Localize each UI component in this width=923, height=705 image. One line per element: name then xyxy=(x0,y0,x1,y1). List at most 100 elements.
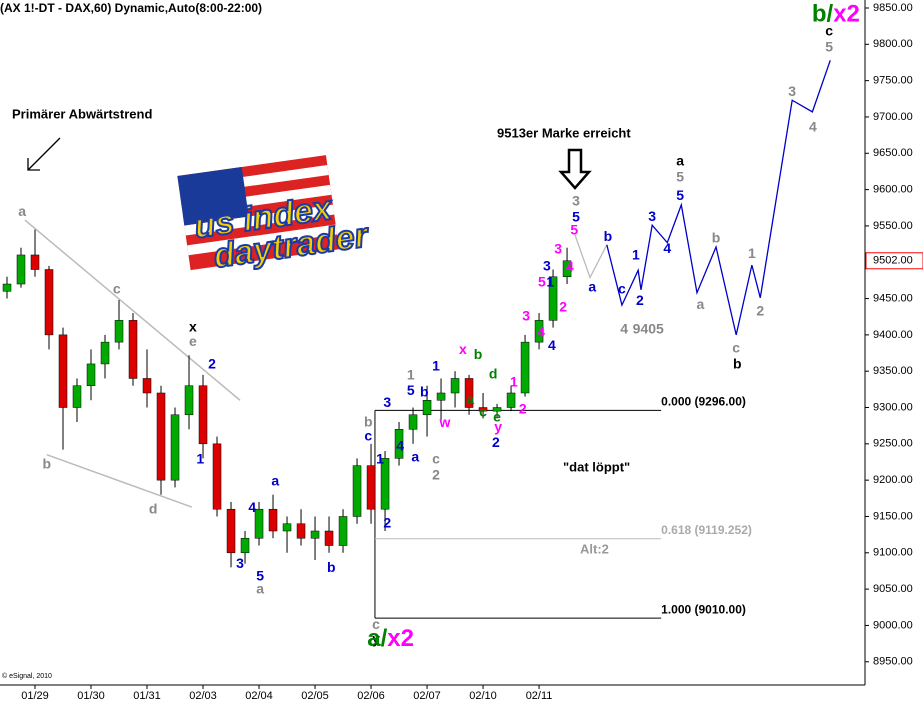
wave-label: 3 xyxy=(522,307,530,323)
wave-label: a xyxy=(18,203,26,219)
candle-body xyxy=(128,320,138,379)
wave-label: 2 xyxy=(519,400,527,416)
wave-label: 2 xyxy=(383,514,391,530)
candle-body xyxy=(436,392,446,401)
candle-body xyxy=(72,385,82,408)
fib-label: 0.000 (9296.00) xyxy=(661,395,746,409)
candle-body xyxy=(156,392,166,481)
wave-label: d xyxy=(149,501,158,517)
y-tick-label: 9200.00 xyxy=(873,474,913,486)
wave-label: 3 xyxy=(383,394,391,410)
wave-label: e xyxy=(493,408,501,424)
wave-label: b xyxy=(604,228,613,244)
candle-body xyxy=(296,523,306,539)
y-tick-label: 9350.00 xyxy=(873,365,913,377)
wave-label: c xyxy=(825,23,833,39)
compound-part: / xyxy=(381,625,388,652)
wave-label: 1 xyxy=(748,245,756,261)
wave-label: 1 xyxy=(632,246,640,262)
y-tick-label: 9550.00 xyxy=(873,220,913,232)
wave-label: 5 xyxy=(676,169,684,185)
candle-body xyxy=(534,320,544,343)
x-tick-label: 02/05 xyxy=(301,690,329,702)
y-tick-label: 9150.00 xyxy=(873,510,913,522)
candle-body xyxy=(170,414,180,481)
candle-body xyxy=(254,508,264,539)
candle-body xyxy=(478,407,488,412)
y-tick-label: 8950.00 xyxy=(873,656,913,668)
compound-part: x2 xyxy=(833,1,860,28)
wave-label: 3 xyxy=(554,241,562,257)
logo-stripe xyxy=(184,204,335,236)
wave-label: c xyxy=(479,403,487,419)
wave-label: c xyxy=(113,281,121,297)
candle-body xyxy=(44,269,54,336)
wave-label: 5 xyxy=(676,187,684,203)
candle-body xyxy=(338,516,348,546)
wave-label: 5 xyxy=(407,382,415,398)
candle-body xyxy=(268,508,278,532)
alt-note: Alt:2 xyxy=(580,541,609,556)
arrow-head xyxy=(27,158,40,171)
y-tick-label: 9250.00 xyxy=(873,438,913,450)
wave-label: 1 xyxy=(432,358,440,374)
candle-body xyxy=(226,508,236,554)
candle-body xyxy=(562,260,572,278)
wave-label: 1 xyxy=(407,366,415,382)
wave-label: y xyxy=(372,631,380,647)
candle-body xyxy=(548,276,558,321)
wave-label: 2 xyxy=(492,434,500,450)
wave-label: w xyxy=(439,414,451,430)
compound-label: a/x2 xyxy=(367,625,414,652)
x-tick-label: 02/07 xyxy=(413,690,441,702)
wave-label: 4 xyxy=(663,240,671,256)
candle-body xyxy=(86,363,96,386)
candle-body xyxy=(492,407,502,412)
candle-body xyxy=(394,429,404,459)
mark-note: 9513er Marke erreicht xyxy=(497,125,631,140)
wave-label: 2 xyxy=(636,292,644,308)
x-tick-label: 01/30 xyxy=(77,690,105,702)
projection-path xyxy=(606,60,831,336)
candle-body xyxy=(212,443,222,510)
wave-label: 4 xyxy=(396,437,404,453)
wave-label: a xyxy=(411,448,419,464)
y-tick-label: 9100.00 xyxy=(873,547,913,559)
candle-body xyxy=(506,392,516,408)
x-tick-label: 02/03 xyxy=(189,690,217,702)
projection-path xyxy=(574,234,608,280)
x-tick-label: 01/31 xyxy=(133,690,161,702)
wave-label: 2 xyxy=(756,302,764,318)
trendline xyxy=(24,219,241,401)
wave-label: a xyxy=(466,391,474,407)
y-tick-label: 9000.00 xyxy=(873,619,913,631)
x-tick-label: 02/11 xyxy=(526,690,553,702)
wave-label: 3 xyxy=(543,257,551,273)
y-tick-label: 9600.00 xyxy=(873,183,913,195)
trend-note: Primärer Abwärtstrend xyxy=(12,106,152,121)
wave-label: a xyxy=(676,153,684,169)
logo-stripe xyxy=(187,224,338,256)
wave-label: b xyxy=(733,355,742,371)
wave-label: c xyxy=(618,281,626,297)
wave-label: d xyxy=(489,366,498,382)
wave-label: c xyxy=(732,339,740,355)
y-tick-label: 9050.00 xyxy=(873,583,913,595)
candle-body xyxy=(408,414,418,430)
candle-body xyxy=(450,378,460,394)
candle-body xyxy=(142,378,152,394)
wave-label: b xyxy=(364,413,373,429)
y-tick-label: 9650.00 xyxy=(873,147,913,159)
wave-label: x xyxy=(459,341,467,357)
wave-label: 4 xyxy=(566,259,574,275)
last-price-label: 9502.00 xyxy=(873,255,913,267)
logo-canton xyxy=(177,166,249,226)
candle-body xyxy=(352,465,362,517)
wave-label: 1 xyxy=(196,451,204,467)
wave-label: 3 xyxy=(236,555,244,571)
wave-label: 4 xyxy=(537,323,545,339)
y-tick-label: 9700.00 xyxy=(873,111,913,123)
trendline xyxy=(46,454,193,508)
compound-part: b xyxy=(812,1,827,28)
candle-body xyxy=(324,530,334,546)
